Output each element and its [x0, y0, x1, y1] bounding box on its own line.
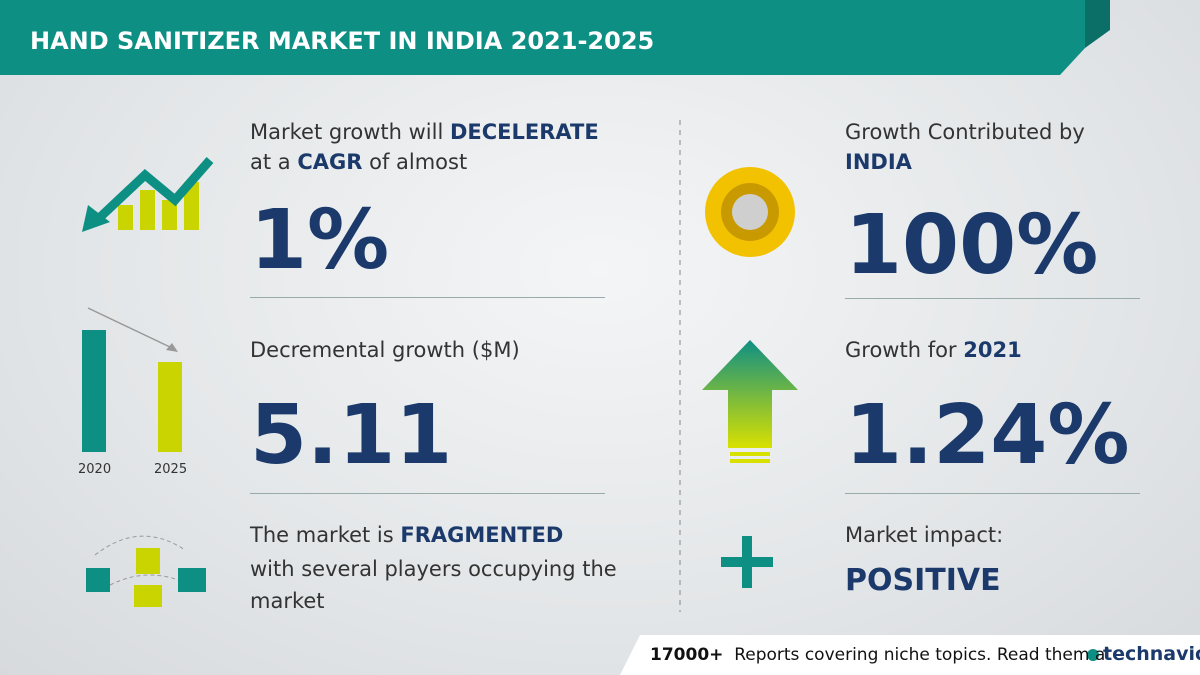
divider [250, 297, 605, 298]
brand: technavio [1103, 643, 1200, 665]
impact-value: POSITIVE [845, 563, 1001, 598]
impact-label: Market impact: [845, 523, 1004, 547]
decremental-label: Decremental growth ($M) [250, 338, 520, 362]
arrow-icon [702, 340, 798, 463]
emphasis: CAGR [297, 150, 363, 174]
emphasis: FRAGMENTED [400, 523, 564, 547]
contribution-region: INDIA [845, 150, 912, 174]
icon-label: 2025 [154, 462, 188, 477]
icon-label: 2020 [78, 462, 112, 477]
header-fold [1085, 0, 1110, 48]
decremental-value: 5.11 [250, 388, 453, 483]
footer-text: 17000+ Reports covering niche topics. Re… [650, 645, 1112, 665]
yoy-value: 1.24% [845, 388, 1130, 483]
text: of almost [369, 150, 468, 174]
structure-text: with several players occupying the [250, 557, 617, 581]
divider [250, 493, 605, 494]
growth-text: at a CAGR of almost [250, 150, 467, 174]
text: Reports covering niche topics. Read them… [734, 645, 1112, 665]
plus-icon [721, 536, 773, 588]
contribution-value: 100% [845, 198, 1099, 293]
text: Growth for [845, 338, 957, 362]
structure-text: The market is FRAGMENTED [250, 523, 563, 547]
decline-icon [82, 307, 182, 452]
cagr-value: 1% [250, 193, 390, 288]
yoy-text: Growth for 2021 [845, 338, 1022, 362]
contribution-label: Growth Contributed by [845, 120, 1085, 144]
emphasis: 2021 [963, 338, 1022, 362]
header-band [0, 0, 1085, 75]
footer-band [620, 635, 1200, 675]
trend-icon [82, 157, 214, 232]
text: The market is [250, 523, 394, 547]
emphasis: DECELERATE [449, 120, 599, 144]
text: Market growth will [250, 120, 444, 144]
growth-text: Market growth will DECELERATE [250, 120, 599, 144]
structure-text: market [250, 589, 325, 613]
divider [845, 493, 1140, 494]
title: HAND SANITIZER MARKET IN INDIA 2021-2025 [30, 27, 655, 55]
brand-logo [1087, 649, 1099, 661]
text: at a [250, 150, 291, 174]
fragmented-icon [86, 535, 206, 607]
divider [845, 298, 1140, 299]
report-count: 17000+ [650, 645, 724, 665]
donut-icon [705, 167, 795, 257]
